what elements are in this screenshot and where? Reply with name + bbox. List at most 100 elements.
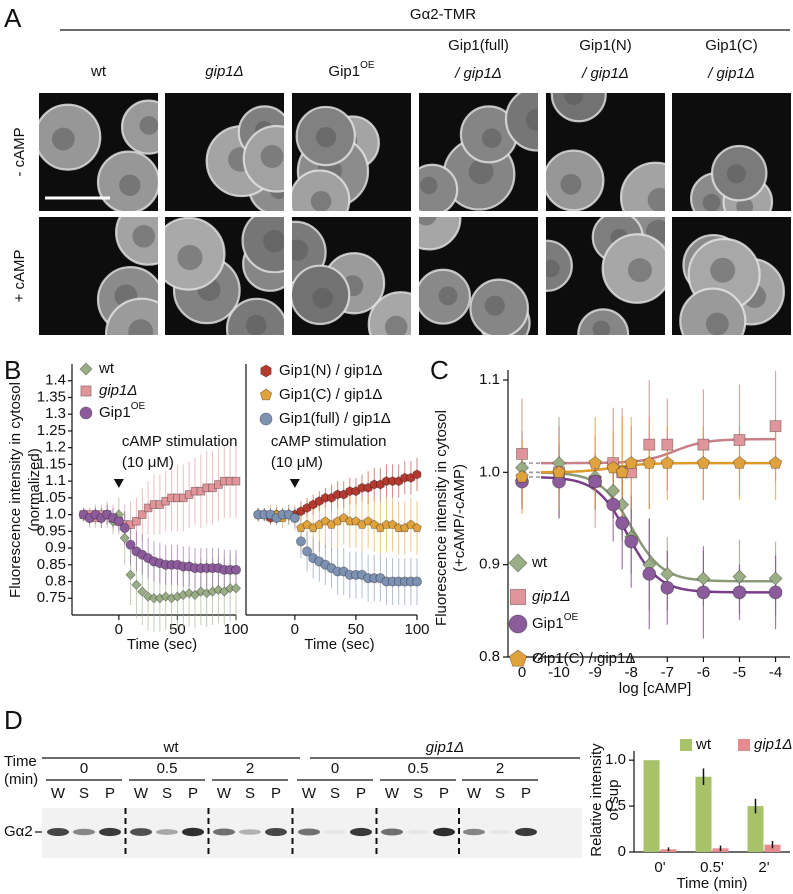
cell	[550, 93, 607, 123]
y-tick-label: 1.1	[479, 371, 500, 388]
y-tick-label: 1.0	[45, 506, 66, 523]
marker	[615, 465, 629, 478]
marker	[411, 576, 422, 587]
lane-label: S	[79, 785, 89, 802]
band	[489, 829, 511, 835]
nucleus	[726, 164, 746, 184]
nucleus	[310, 190, 332, 211]
band	[73, 828, 95, 836]
legend-label: gip1Δ	[99, 382, 137, 399]
x-tick-label: 0	[518, 664, 526, 681]
nucleus	[384, 315, 408, 335]
y-axis-label: of sup	[605, 780, 622, 821]
nucleus	[420, 176, 438, 195]
nucleus	[263, 230, 284, 253]
marker	[733, 434, 746, 446]
lane-label: S	[245, 785, 255, 802]
marker	[137, 586, 148, 597]
marker	[661, 438, 674, 451]
nucleus	[119, 174, 141, 196]
y-axis-label: (normalized)	[26, 448, 43, 531]
y-tick-label: 1.35	[37, 388, 66, 405]
superscript: OE	[131, 401, 146, 412]
legend-marker	[79, 362, 93, 376]
panel-label: A	[4, 3, 22, 33]
marker	[137, 510, 147, 519]
lane-label: P	[439, 785, 449, 802]
nucleus	[647, 187, 665, 211]
stimulation-arrow	[113, 479, 124, 488]
marker	[696, 585, 711, 600]
band	[407, 829, 429, 835]
annotation: (10 μM)	[271, 454, 323, 471]
marker	[697, 438, 710, 451]
nucleus	[705, 312, 729, 335]
nucleus	[481, 128, 502, 148]
marker	[624, 456, 638, 469]
superscript: OE	[360, 60, 375, 71]
annotation: (10 μM)	[122, 454, 174, 471]
marker	[732, 585, 747, 600]
x-axis-label: Time (sec)	[304, 636, 374, 653]
band	[381, 828, 403, 836]
marker	[660, 580, 675, 595]
marker	[113, 516, 124, 527]
cells	[39, 99, 158, 211]
column-label: gip1Δ	[205, 63, 243, 80]
nucleus	[245, 314, 267, 335]
y-tick-label: 0.85	[37, 556, 66, 573]
x-tick-label: 0	[291, 621, 299, 638]
nucleus	[438, 286, 458, 306]
x-axis-label: log [cAMP]	[619, 680, 692, 697]
bar	[747, 806, 764, 852]
bar	[643, 760, 660, 852]
legend-marker	[259, 388, 273, 401]
nucleus	[627, 258, 652, 283]
column-label: wt	[90, 63, 107, 80]
row-label: - cAMP	[11, 127, 28, 176]
band	[156, 829, 178, 835]
x-tick-label: -8	[625, 664, 638, 681]
marker	[132, 516, 141, 526]
nucleus	[484, 295, 505, 316]
y-tick-label: 1.0	[479, 463, 500, 480]
cell	[419, 217, 462, 251]
y-tick-label: 0.5	[605, 797, 626, 814]
y-tick-label: 1.4	[45, 372, 66, 389]
marker	[131, 579, 142, 591]
marker	[696, 456, 711, 469]
y-axis-label: (+cAMP/-cAMP)	[451, 464, 468, 572]
nucleus	[526, 108, 538, 131]
lane-label: P	[271, 785, 281, 802]
cell	[504, 93, 538, 152]
cells	[205, 105, 284, 211]
y-tick-label: 0.95	[37, 522, 66, 539]
x-tick-label: 0.5'	[700, 859, 724, 876]
y-tick-label: 1.25	[37, 422, 66, 439]
marker	[119, 532, 130, 544]
marker	[642, 456, 656, 469]
marker	[552, 465, 566, 478]
cells	[292, 105, 380, 211]
band	[213, 828, 235, 836]
y-tick-label: 1.05	[37, 489, 66, 506]
legend-label: Gip1(C) / gip1Δ	[279, 386, 382, 403]
marker	[732, 569, 747, 584]
marker	[606, 497, 621, 512]
x-tick-label: 2'	[758, 859, 769, 876]
time-value: 0	[331, 760, 339, 777]
panel-label: C	[430, 355, 449, 385]
marker	[660, 566, 675, 581]
legend-label: Gip1(N) / gip1Δ	[279, 362, 382, 379]
nucleus	[546, 259, 560, 278]
y-tick-label: 0.75	[37, 589, 66, 606]
lane-label: W	[385, 785, 400, 802]
marker	[643, 438, 656, 451]
y-axis-label: Relative intensity	[588, 743, 605, 857]
y-tick-label: 1.3	[45, 405, 66, 422]
band	[182, 827, 204, 837]
legend-marker	[508, 614, 528, 634]
column-label: / gip1Δ	[454, 65, 502, 82]
nucleus	[177, 244, 203, 271]
column-label: Gip1(C)	[705, 37, 758, 54]
